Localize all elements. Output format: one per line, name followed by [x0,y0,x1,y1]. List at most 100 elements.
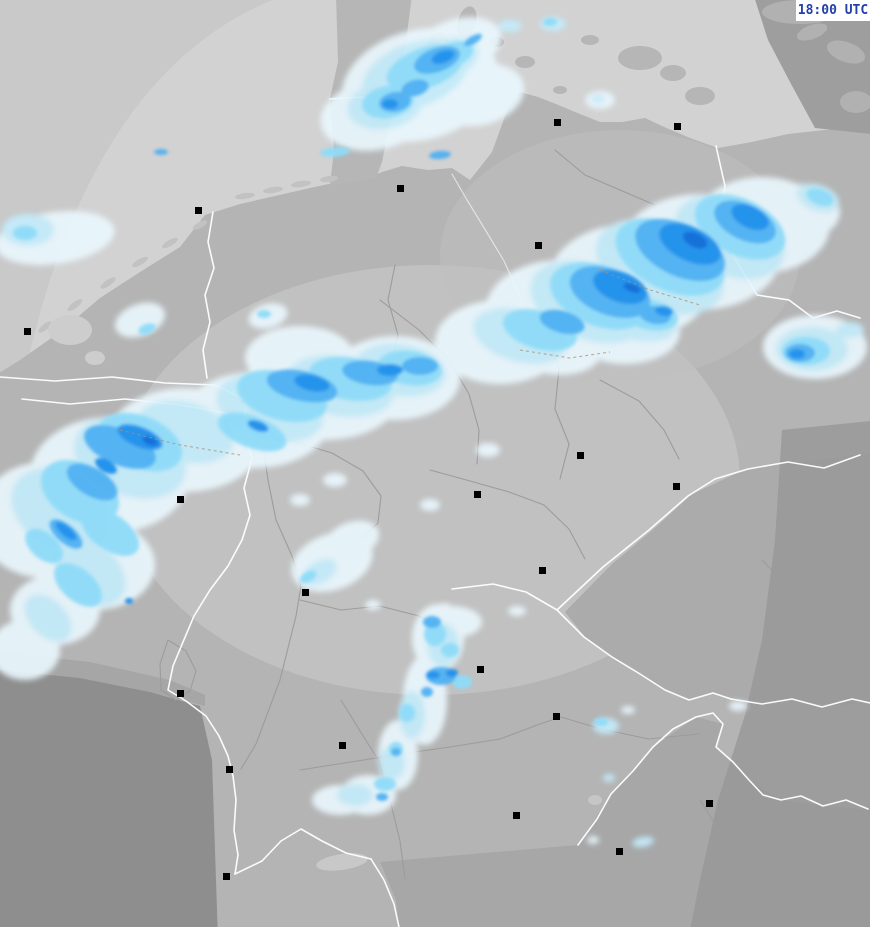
city-marker [223,873,230,880]
precip-cell-moderate [543,18,557,26]
precip-cell-enhanced [423,616,441,628]
city-marker [226,766,233,773]
precip-cell-heavy [655,305,673,317]
city-marker [577,452,584,459]
precip-cell-moderate [424,622,446,646]
country-borders [0,96,870,927]
precip-cell-intense [682,231,708,249]
city-marker [474,491,481,498]
city-marker [674,123,681,130]
border-ch-de [234,828,372,875]
precip-cell-light [337,784,373,806]
city-marker [616,848,623,855]
precip-cell-light [498,20,522,32]
precip-cell-moderate [54,563,102,607]
lake-ijsselmeer [48,315,92,345]
precip-cell-heavy [247,419,269,433]
precip-cell-heavy [382,99,398,109]
precip-cell-heavy [446,669,458,677]
border-at-cz [730,698,870,708]
precip-cell-heavy [593,269,647,305]
precip-cell-very-light [290,494,310,506]
city-marker [539,567,546,574]
precip-cell-heavy [294,374,330,392]
precip-cell-enhanced [539,309,585,335]
precip-cell-very-light [729,701,747,711]
precip-cell-very-light [351,521,373,533]
precip-cell-enhanced [421,687,433,697]
city-marker [513,812,520,819]
precip-cell-very-light [420,499,440,511]
precip-cell-moderate [806,188,834,206]
city-marker [24,328,31,335]
precip-cell-enhanced [66,463,118,501]
city-marker [535,242,542,249]
precip-cell-light [591,95,605,103]
precip-cell-light [632,836,654,848]
precip-cell-moderate [13,226,37,240]
precip-cell-very-light [365,600,381,610]
city-marker [195,207,202,214]
precip-cell-moderate [25,528,63,564]
precip-cell-enhanced [391,748,401,756]
precip-cell-moderate [452,675,472,689]
precip-cell-light [836,322,864,338]
precip-cell-very-light [456,609,470,617]
precip-cell-moderate [320,146,350,158]
precip-cell-heavy [377,364,403,376]
city-marker [177,690,184,697]
precip-cell-very-light [476,443,500,457]
border-de-nl [202,211,215,379]
precip-cell-heavy [55,521,77,541]
precip-cell-enhanced [429,150,451,160]
precip-cell-moderate [138,323,156,335]
precip-cell-enhanced [402,357,438,375]
precip-cell-enhanced [401,79,429,97]
precip-cell-heavy [95,458,117,474]
timestamp-badge: 18:00 UTC [796,0,870,21]
city-marker [302,589,309,596]
precip-cell-enhanced [376,793,388,801]
city-marker [177,496,184,503]
city-marker [673,483,680,490]
precip-cell-intense [623,283,641,293]
precip-cell-very-light [587,836,599,844]
border-de-cz-northeast [556,454,861,611]
region-southeast-dark [690,421,870,927]
border-ch-at [370,858,400,927]
precip-cell-moderate [257,310,271,318]
precip-cell-very-light [508,606,526,616]
precip-cell-moderate [299,570,317,584]
city-marker [553,713,560,720]
precip-cell-heavy [125,598,133,604]
precip-cell-enhanced [464,33,482,47]
precip-cell-intense [142,436,158,446]
precip-high [13,18,834,801]
city-marker [339,742,346,749]
border-de-cz-west [451,583,558,611]
border-fr-de [167,539,243,875]
precip-cell-heavy [426,671,440,679]
precip-cell-enhanced [154,149,168,155]
precip-cell-moderate [441,643,459,657]
city-marker [554,119,561,126]
precip-cell-very-light [323,473,347,487]
precip-cell-moderate [399,704,415,722]
precip-cell-moderate [594,718,608,726]
city-marker [706,800,713,807]
precip-cell-moderate [374,777,396,791]
lake-constance [316,853,368,871]
precip-cell-moderate [217,412,287,452]
city-markers-layer [24,119,713,880]
precip-cell-light [603,774,615,782]
river-overlays-in-rain [119,269,701,456]
precip-cell-heavy [431,50,455,64]
city-marker [397,185,404,192]
timestamp-label: 18:00 UTC [797,3,869,18]
precip-cell-very-light [439,603,451,611]
precipitation-layer [0,16,867,848]
precip-cell-light [24,594,72,642]
city-marker [477,666,484,673]
